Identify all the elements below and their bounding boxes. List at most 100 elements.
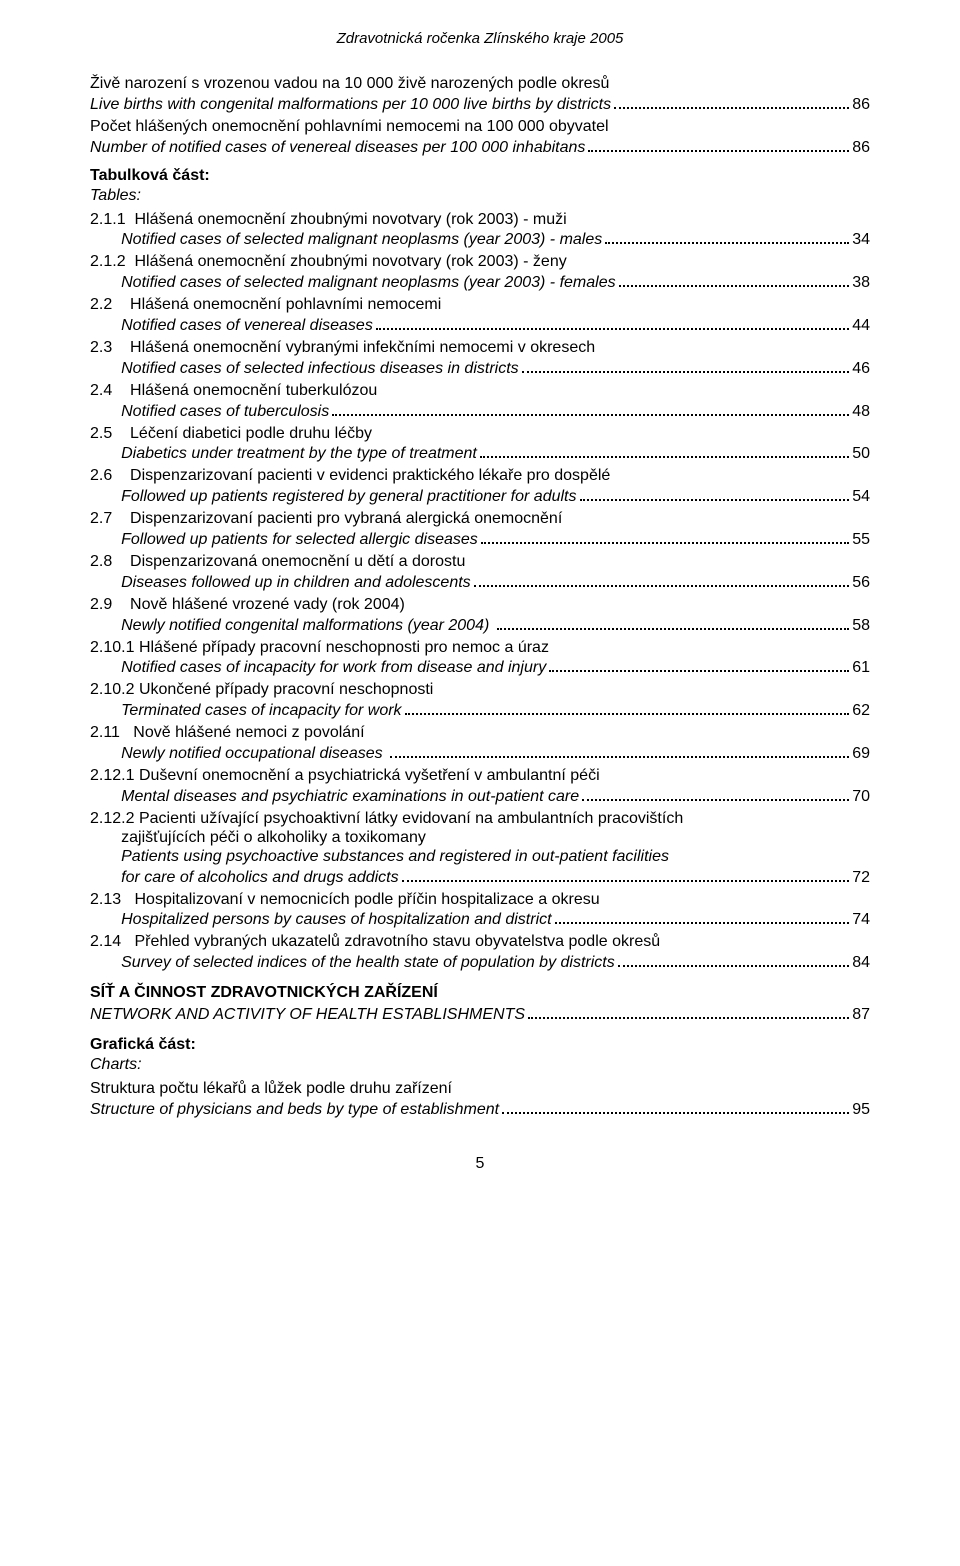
toc-line-last: Diseases followed up in children and ado… <box>90 572 870 592</box>
toc-number: 2.6 <box>90 467 130 485</box>
toc-text: Hlášená onemocnění pohlavními nemocemi <box>130 296 441 314</box>
toc-text: Hospitalizovaní v nemocnicích podle příč… <box>134 891 599 909</box>
toc-line-last: Newly notified congenital malformations … <box>90 615 870 635</box>
toc-line-last: Live births with congenital malformation… <box>90 94 870 114</box>
tabular-subtitle: Tables: <box>90 187 870 205</box>
toc-text: Struktura počtu lékařů a lůžek podle dru… <box>90 1080 452 1098</box>
leader <box>619 272 850 287</box>
toc-text: Léčení diabetici podle druhu léčby <box>130 425 372 443</box>
toc-number: 2.1.2 <box>90 253 134 271</box>
pre-entries: Živě narození s vrozenou vadou na 10 000… <box>90 75 870 157</box>
page-number: 69 <box>852 745 870 763</box>
toc-entry: 2.1.2 Hlášená onemocnění zhoubnými novot… <box>90 253 870 292</box>
page-number: 95 <box>852 1101 870 1119</box>
toc-text: Notified cases of venereal diseases <box>121 317 373 335</box>
toc-line-last: Followed up patients for selected allerg… <box>90 529 870 549</box>
toc-entry: 2.8 Dispenzarizovaná onemocnění u dětí a… <box>90 553 870 592</box>
charts-title: Grafická část: <box>90 1036 870 1054</box>
page-number: 38 <box>852 274 870 292</box>
toc-line: 2.11 Nově hlášené nemoci z povolání <box>90 724 870 742</box>
toc-text: Patients using psychoactive substances a… <box>121 848 669 866</box>
toc-entry: 2.3 Hlášená onemocnění vybranými infekčn… <box>90 339 870 378</box>
toc-number: 2.4 <box>90 382 130 400</box>
toc-number: 2.3 <box>90 339 130 357</box>
leader <box>405 700 850 715</box>
leader <box>502 1099 849 1114</box>
charts-entry: Struktura počtu lékařů a lůžek podle dru… <box>90 1080 870 1119</box>
toc-text: Survey of selected indices of the health… <box>121 954 615 972</box>
toc-text: Dispenzarizovaní pacienti v evidenci pra… <box>130 467 610 485</box>
toc-line-last: Notified cases of selected infectious di… <box>90 358 870 378</box>
toc-entry: 2.14 Přehled vybraných ukazatelů zdravot… <box>90 933 870 972</box>
leader <box>614 94 849 109</box>
toc-line-last: Diabetics under treatment by the type of… <box>90 444 870 464</box>
toc-number: 2.12.2 <box>90 810 139 828</box>
toc-text: Newly notified occupational diseases <box>121 745 387 763</box>
leader <box>332 401 849 416</box>
toc-line-last: Notified cases of incapacity for work fr… <box>90 658 870 678</box>
network-subtitle: NETWORK AND ACTIVITY OF HEALTH ESTABLISH… <box>90 1006 525 1024</box>
toc-line: 2.4 Hlášená onemocnění tuberkulózou <box>90 382 870 400</box>
page-header: Zdravotnická ročenka Zlínského kraje 200… <box>90 30 870 47</box>
toc-entry: Živě narození s vrozenou vadou na 10 000… <box>90 75 870 114</box>
leader <box>618 952 849 967</box>
charts-subtitle: Charts: <box>90 1056 870 1074</box>
page-number: 58 <box>852 617 870 635</box>
toc-number: 2.9 <box>90 596 130 614</box>
page-number: 62 <box>852 702 870 720</box>
toc-number: 2.2 <box>90 296 130 314</box>
toc-text: Pacienti užívající psychoaktivní látky e… <box>139 810 683 828</box>
page-number: 87 <box>852 1006 870 1024</box>
page-number: 48 <box>852 403 870 421</box>
toc-text: Notified cases of selected infectious di… <box>121 360 519 378</box>
leader <box>582 786 849 801</box>
toc-entry: 2.4 Hlášená onemocnění tuberkulózou Noti… <box>90 382 870 421</box>
toc-line: 2.9 Nově hlášené vrozené vady (rok 2004) <box>90 596 870 614</box>
toc-text: Followed up patients for selected allerg… <box>121 531 478 549</box>
toc-text: zajišťujících péči o alkoholiky a toxiko… <box>121 829 426 847</box>
toc-text: Ukončené případy pracovní neschopnosti <box>139 681 433 699</box>
toc-line: 2.14 Přehled vybraných ukazatelů zdravot… <box>90 933 870 951</box>
toc-line: 2.1.1 Hlášená onemocnění zhoubnými novot… <box>90 211 870 229</box>
leader <box>376 315 849 330</box>
toc-text: Dispenzarizovaná onemocnění u dětí a dor… <box>130 553 465 571</box>
page-number: 56 <box>852 574 870 592</box>
page-number: 50 <box>852 445 870 463</box>
page-number: 61 <box>852 659 870 677</box>
toc-entry: 2.11 Nově hlášené nemoci z povolání Newl… <box>90 724 870 763</box>
page-number: 34 <box>852 231 870 249</box>
toc-text: Přehled vybraných ukazatelů zdravotního … <box>134 933 660 951</box>
page-number: 54 <box>852 488 870 506</box>
toc-text: Terminated cases of incapacity for work <box>121 702 401 720</box>
toc-number: 2.13 <box>90 891 134 909</box>
toc-line: 2.8 Dispenzarizovaná onemocnění u dětí a… <box>90 553 870 571</box>
toc-entry: 2.6 Dispenzarizovaní pacienti v evidenci… <box>90 467 870 506</box>
toc-text: Structure of physicians and beds by type… <box>90 1101 499 1119</box>
toc-entry: Počet hlášených onemocnění pohlavními ne… <box>90 118 870 157</box>
toc-entry: 2.5 Léčení diabetici podle druhu léčby D… <box>90 425 870 464</box>
toc-text: Notified cases of tuberculosis <box>121 403 329 421</box>
toc-text: Notified cases of selected malignant neo… <box>121 231 602 249</box>
toc-line: 2.2 Hlášená onemocnění pohlavními nemoce… <box>90 296 870 314</box>
leader <box>497 615 849 630</box>
toc-entry: 2.9 Nově hlášené vrozené vady (rok 2004)… <box>90 596 870 635</box>
toc-entry: 2.10.2 Ukončené případy pracovní neschop… <box>90 681 870 720</box>
toc-number: 2.12.1 <box>90 767 139 785</box>
leader <box>480 444 849 459</box>
toc-line: Počet hlášených onemocnění pohlavními ne… <box>90 118 870 136</box>
toc-number: 2.10.2 <box>90 681 139 699</box>
toc-line-last: Structure of physicians and beds by type… <box>90 1099 870 1119</box>
leader <box>588 137 849 152</box>
toc-text: Number of notified cases of venereal dis… <box>90 139 585 157</box>
page-number: 55 <box>852 531 870 549</box>
toc-line-last: Newly notified occupational diseases 69 <box>90 743 870 763</box>
toc-text: Počet hlášených onemocnění pohlavními ne… <box>90 118 609 136</box>
toc-line: Struktura počtu lékařů a lůžek podle dru… <box>90 1080 870 1098</box>
leader <box>474 572 850 587</box>
toc-line: zajišťujících péči o alkoholiky a toxiko… <box>90 829 870 847</box>
toc-text: Hlášené případy pracovní neschopnosti pr… <box>139 639 549 657</box>
leader <box>522 358 850 373</box>
toc-line-last: Survey of selected indices of the health… <box>90 952 870 972</box>
toc-text: Hlášená onemocnění zhoubnými novotvary (… <box>134 211 566 229</box>
page-number: 46 <box>852 360 870 378</box>
